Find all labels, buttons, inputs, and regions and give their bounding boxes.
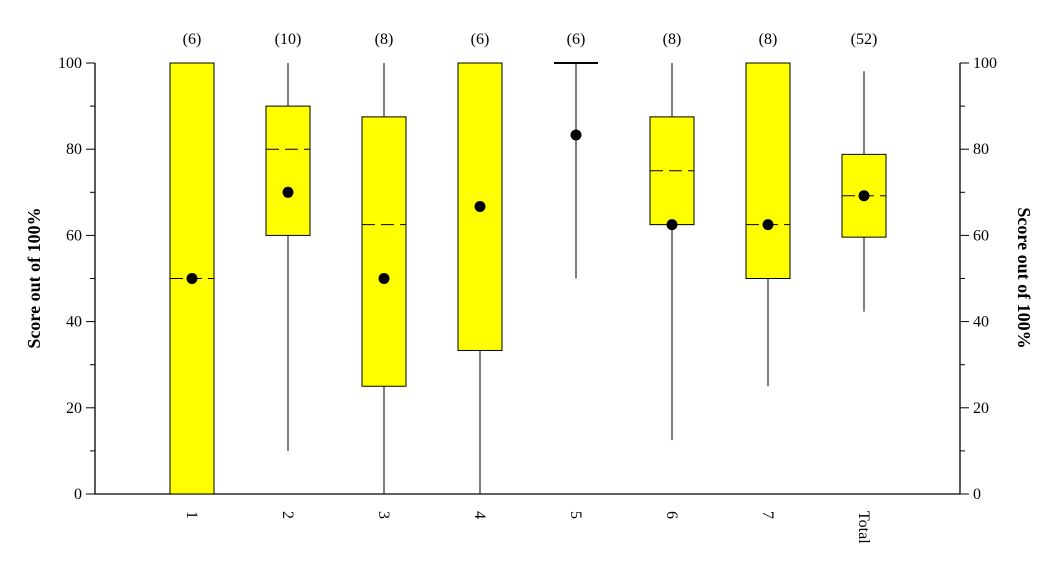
mean-marker	[378, 273, 390, 284]
y-tick-label-right: 40	[973, 314, 989, 331]
x-tick-label: 1	[183, 511, 200, 519]
y-tick-label-right: 60	[973, 227, 989, 244]
y-axis-title-left: Score out of 100%	[24, 207, 44, 348]
sample-count-label: (6)	[183, 31, 202, 48]
x-tick-label: 2	[279, 511, 296, 519]
mean-marker	[186, 273, 198, 284]
sample-count-label: (8)	[375, 31, 394, 48]
sample-count-label: (8)	[759, 31, 778, 48]
y-tick-label-left: 0	[74, 486, 82, 503]
sample-count-label: (6)	[471, 31, 490, 48]
y-tick-label-right: 80	[973, 141, 989, 158]
y-axis-title-right: Score out of 100%	[1014, 207, 1034, 348]
box	[265, 105, 311, 236]
axes-layer	[86, 62, 969, 495]
y-tick-label-right: 100	[973, 55, 997, 72]
sample-count-label: (52)	[851, 31, 878, 48]
x-tick-label: Total	[855, 511, 872, 544]
mean-marker	[474, 201, 486, 213]
sample-count-label: (10)	[275, 31, 302, 48]
mean-marker	[570, 129, 582, 141]
sample-count-label: (8)	[663, 31, 682, 48]
y-tick-label-left: 100	[58, 55, 82, 72]
box	[745, 62, 791, 279]
sample-count-label: (6)	[567, 31, 586, 48]
mean-marker	[282, 186, 294, 198]
y-tick-label-left: 20	[66, 400, 82, 417]
y-tick-label-right: 20	[973, 400, 989, 417]
y-tick-label-left: 60	[66, 227, 82, 244]
y-tick-label-left: 80	[66, 141, 82, 158]
mean-marker	[666, 219, 678, 231]
labels-layer: 0 0 20 20 40 40 60 60 80 80 100 100 (6) 1 (10) 2 (8) 3 (6)…	[58, 31, 997, 544]
boxes-layer	[169, 62, 887, 495]
mean-marker	[858, 190, 870, 202]
x-tick-label: 3	[375, 511, 392, 519]
x-tick-label: 7	[759, 511, 776, 519]
y-tick-label-right: 0	[973, 486, 981, 503]
mean-marker	[762, 219, 774, 231]
x-tick-label: 6	[663, 511, 680, 519]
x-tick-label: 5	[567, 511, 584, 519]
box	[361, 116, 407, 387]
y-tick-label-left: 40	[66, 314, 82, 331]
x-tick-label: 4	[471, 511, 488, 519]
